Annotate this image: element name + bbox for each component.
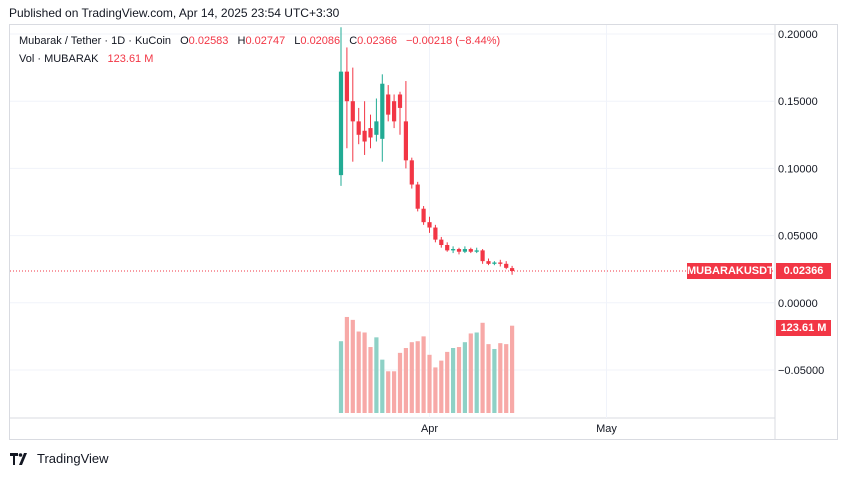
volume-bar	[433, 367, 438, 413]
candle-body	[386, 94, 391, 115]
volume-bar	[486, 344, 491, 413]
volume-bar	[492, 348, 497, 413]
volume-bar	[338, 341, 344, 413]
volume-bar	[421, 336, 426, 413]
symbol-label[interactable]: Mubarak / Tether · 1D · KuCoin	[19, 35, 172, 47]
volume-bar	[350, 319, 355, 413]
volume-bar	[510, 325, 515, 413]
tradingview-logo-icon	[10, 452, 27, 465]
candle-body	[445, 245, 450, 251]
candle-body	[409, 160, 414, 185]
chart-frame	[9, 24, 838, 440]
symbol-badge: MUBARAKUSDT	[687, 263, 774, 279]
volume-bar	[445, 351, 450, 413]
volume-bar	[368, 347, 373, 413]
volume-bar	[403, 348, 408, 413]
y-tick-label: 0.00000	[778, 298, 818, 310]
volume-bar	[498, 343, 503, 413]
y-axis: 0.20000 0.15000 0.10000 0.05000 0.00000 −0.05…	[778, 29, 824, 377]
ohlc-legend: Mubarak / Tether · 1D · KuCoin O0.02583 …	[19, 35, 500, 47]
candle-body	[510, 268, 515, 272]
candle-body	[456, 249, 462, 252]
candle-body	[468, 249, 473, 252]
candle-body	[338, 71, 344, 176]
candle-body	[350, 101, 355, 122]
volume-value: 123.61 M	[107, 53, 154, 65]
volume-bar	[480, 322, 485, 413]
volume-bar	[456, 347, 462, 413]
close-label: C	[349, 35, 358, 47]
volume-bar	[468, 333, 473, 413]
candle-body	[462, 249, 467, 252]
volume-bar	[409, 342, 414, 413]
candle-body	[433, 227, 438, 240]
y-tick-label: −0.05000	[778, 365, 824, 377]
candle-body	[356, 121, 361, 135]
volume-bar	[362, 332, 367, 413]
last-price-badge: 0.02366	[776, 263, 831, 279]
candle-body	[362, 130, 367, 142]
x-tick-label: May	[596, 423, 617, 435]
volume-bar	[374, 337, 379, 413]
volume-bar	[504, 344, 509, 413]
candles	[338, 27, 515, 275]
x-tick-label: Apr	[421, 423, 438, 435]
volume-bar	[427, 354, 432, 413]
volume-bar	[439, 360, 444, 413]
volume-legend: Vol · MUBARAK 123.61 M	[19, 53, 153, 65]
candle-body	[415, 184, 420, 209]
volume-bar	[380, 359, 385, 413]
y-tick-label: 0.20000	[778, 29, 818, 41]
candle-body	[492, 262, 497, 264]
candle-body	[380, 83, 385, 139]
open-value: 0.02583	[188, 35, 229, 47]
volume-bar	[474, 332, 479, 413]
volume-bar	[397, 352, 403, 413]
high-label: H	[237, 35, 246, 47]
candle-body	[451, 249, 456, 251]
volume-bar	[356, 331, 361, 413]
y-tick-label: 0.10000	[778, 163, 818, 175]
candle-body	[403, 121, 408, 161]
candle-body	[474, 250, 479, 252]
high-value: 0.02747	[245, 35, 286, 47]
candle-body	[421, 208, 426, 223]
open-label: O	[180, 35, 189, 47]
low-value: 0.02086	[300, 35, 341, 47]
footer: TradingView	[10, 451, 109, 466]
volume-badge: 123.61 M	[776, 320, 831, 336]
volume-bars	[338, 316, 515, 413]
y-tick-label: 0.05000	[778, 231, 818, 243]
volume-bar	[344, 316, 349, 413]
volume-bar	[462, 342, 467, 413]
candle-body	[498, 262, 503, 264]
footer-brand[interactable]: TradingView	[37, 451, 109, 466]
change-value: −0.00218 (−8.44%)	[406, 35, 501, 47]
volume-label[interactable]: Vol · MUBARAK	[19, 53, 99, 65]
published-header: Published on TradingView.com, Apr 14, 20…	[9, 6, 340, 20]
x-axis: Apr May	[421, 423, 617, 435]
volume-bar	[415, 341, 420, 413]
candle-body	[392, 101, 397, 122]
candle-body	[486, 261, 491, 264]
candle-body	[344, 71, 349, 102]
candle-body	[504, 263, 509, 268]
volume-bar	[451, 348, 456, 413]
close-value: 0.02366	[357, 35, 397, 47]
volume-bar	[386, 371, 391, 413]
low-label: L	[294, 35, 301, 47]
volume-bar	[392, 371, 397, 413]
candle-body	[480, 250, 485, 262]
candle-body	[397, 94, 403, 108]
candle-body	[374, 121, 379, 135]
candle-body	[439, 239, 444, 246]
candle-body	[368, 128, 373, 138]
y-tick-label: 0.15000	[778, 96, 818, 108]
candle-body	[427, 222, 432, 228]
